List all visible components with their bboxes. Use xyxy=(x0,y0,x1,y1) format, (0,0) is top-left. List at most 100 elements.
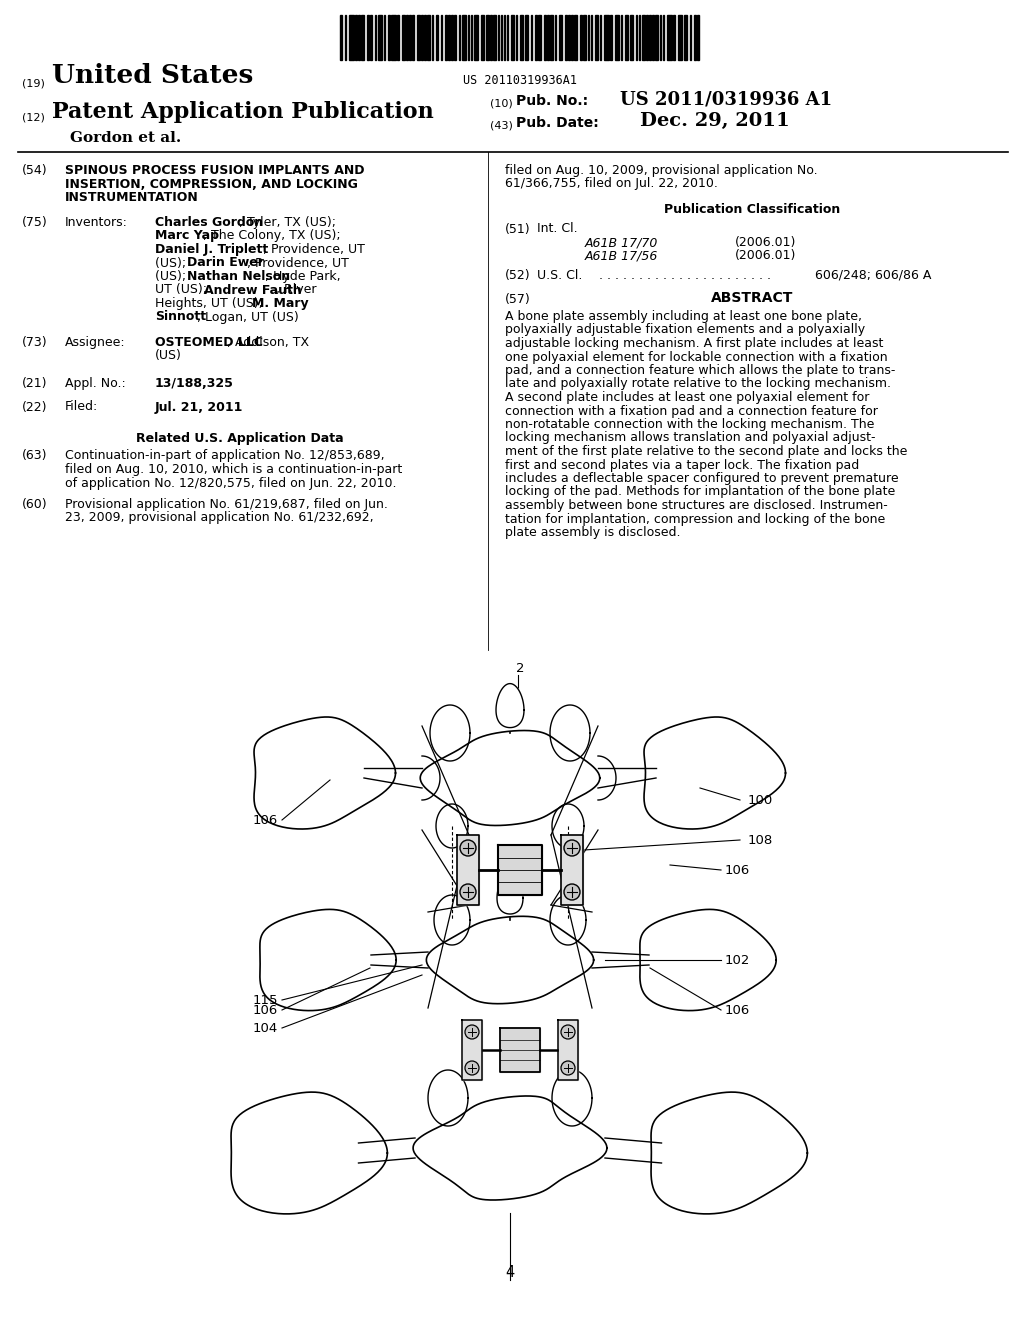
Text: (73): (73) xyxy=(22,337,48,348)
Bar xyxy=(391,15,395,59)
Polygon shape xyxy=(436,804,468,847)
Text: 4: 4 xyxy=(506,1265,515,1280)
Bar xyxy=(625,15,628,59)
Bar xyxy=(614,15,618,59)
Bar xyxy=(481,15,484,59)
Bar xyxy=(524,15,527,59)
Bar xyxy=(678,15,682,59)
Bar xyxy=(424,15,426,59)
Bar xyxy=(436,15,437,59)
Text: assembly between bone structures are disclosed. Instrumen-: assembly between bone structures are dis… xyxy=(505,499,888,512)
Text: non-rotatable connection with the locking mechanism. The: non-rotatable connection with the lockin… xyxy=(505,418,874,432)
Text: Andrew Fauth: Andrew Fauth xyxy=(204,284,301,297)
Text: , Providence, UT: , Providence, UT xyxy=(248,256,349,269)
Polygon shape xyxy=(434,895,470,945)
Bar xyxy=(507,15,508,59)
Text: adjustable locking mechanism. A first plate includes at least: adjustable locking mechanism. A first pl… xyxy=(505,337,884,350)
Bar xyxy=(535,15,537,59)
Bar xyxy=(636,15,637,59)
Text: (51): (51) xyxy=(505,223,530,235)
Bar xyxy=(591,15,592,59)
Text: 2: 2 xyxy=(516,663,524,675)
Text: Assignee:: Assignee: xyxy=(65,337,126,348)
Bar xyxy=(349,15,353,59)
Text: Dec. 29, 2011: Dec. 29, 2011 xyxy=(640,112,790,129)
Bar xyxy=(621,15,622,59)
Text: A second plate includes at least one polyaxial element for: A second plate includes at least one pol… xyxy=(505,391,869,404)
Text: locking mechanism allows translation and polyaxial adjust-: locking mechanism allows translation and… xyxy=(505,432,876,445)
Text: late and polyaxially rotate relative to the locking mechanism.: late and polyaxially rotate relative to … xyxy=(505,378,891,391)
Text: (21): (21) xyxy=(22,378,47,389)
Circle shape xyxy=(564,840,580,855)
Text: includes a deflectable spacer configured to prevent premature: includes a deflectable spacer configured… xyxy=(505,473,899,484)
Text: 606/248; 606/86 A: 606/248; 606/86 A xyxy=(815,269,932,282)
Polygon shape xyxy=(496,684,524,727)
Text: of application No. 12/820,575, filed on Jun. 22, 2010.: of application No. 12/820,575, filed on … xyxy=(65,477,396,490)
Text: filed on Aug. 10, 2010, which is a continuation-in-part: filed on Aug. 10, 2010, which is a conti… xyxy=(65,463,402,477)
Bar xyxy=(459,15,460,59)
Text: Marc Yap: Marc Yap xyxy=(155,230,219,243)
Text: 106: 106 xyxy=(253,813,278,826)
Text: 23, 2009, provisional application No. 61/232,692,: 23, 2009, provisional application No. 61… xyxy=(65,511,374,524)
Bar xyxy=(355,15,356,59)
Bar xyxy=(515,15,517,59)
Circle shape xyxy=(561,1061,575,1074)
Bar xyxy=(397,15,398,59)
Text: Filed:: Filed: xyxy=(65,400,98,413)
Text: A61B 17/70: A61B 17/70 xyxy=(585,236,658,249)
Text: Inventors:: Inventors: xyxy=(65,216,128,228)
Text: (12): (12) xyxy=(22,114,45,123)
Polygon shape xyxy=(457,836,479,906)
Bar xyxy=(574,15,577,59)
Text: Daniel J. Triplett: Daniel J. Triplett xyxy=(155,243,268,256)
Text: Provisional application No. 61/219,687, filed on Jun.: Provisional application No. 61/219,687, … xyxy=(65,498,388,511)
Text: (19): (19) xyxy=(22,78,45,88)
Text: Gordon et al.: Gordon et al. xyxy=(70,131,181,145)
Bar xyxy=(649,15,650,59)
Bar xyxy=(667,15,672,59)
Text: 106: 106 xyxy=(725,863,751,876)
Polygon shape xyxy=(497,874,523,913)
Text: 100: 100 xyxy=(748,793,773,807)
Text: 108: 108 xyxy=(748,833,773,846)
Bar xyxy=(565,15,566,59)
Text: A bone plate assembly including at least one bone plate,: A bone plate assembly including at least… xyxy=(505,310,862,323)
Bar xyxy=(340,15,341,59)
Polygon shape xyxy=(254,717,395,829)
Bar xyxy=(427,15,430,59)
Bar xyxy=(530,15,532,59)
Circle shape xyxy=(460,884,476,900)
Bar xyxy=(440,15,442,59)
Text: (US): (US) xyxy=(155,350,182,363)
Text: (US);: (US); xyxy=(155,256,190,269)
Bar xyxy=(683,15,686,59)
Bar xyxy=(694,15,695,59)
Bar xyxy=(378,15,382,59)
Bar xyxy=(454,15,456,59)
Bar xyxy=(493,15,496,59)
Bar xyxy=(358,15,359,59)
Text: , Providence, UT: , Providence, UT xyxy=(263,243,365,256)
Text: , Hyde Park,: , Hyde Park, xyxy=(265,271,341,282)
Text: connection with a fixation pad and a connection feature for: connection with a fixation pad and a con… xyxy=(505,404,878,417)
Text: (57): (57) xyxy=(505,293,530,305)
Text: filed on Aug. 10, 2009, provisional application No.: filed on Aug. 10, 2009, provisional appl… xyxy=(505,164,817,177)
Bar xyxy=(555,15,556,59)
Polygon shape xyxy=(500,1028,540,1072)
Bar xyxy=(571,15,572,59)
Text: Charles Gordon: Charles Gordon xyxy=(155,216,263,228)
Bar xyxy=(641,15,644,59)
Polygon shape xyxy=(426,916,594,1003)
Bar xyxy=(547,15,549,59)
Text: 106: 106 xyxy=(725,1003,751,1016)
Polygon shape xyxy=(561,836,583,906)
Bar xyxy=(538,15,541,59)
Polygon shape xyxy=(260,909,396,1011)
Bar xyxy=(663,15,664,59)
Bar xyxy=(417,15,420,59)
Polygon shape xyxy=(413,1096,607,1200)
Text: (US);: (US); xyxy=(155,271,190,282)
Text: Pub. Date:: Pub. Date: xyxy=(516,116,599,129)
Bar xyxy=(367,15,369,59)
Polygon shape xyxy=(651,1092,807,1214)
